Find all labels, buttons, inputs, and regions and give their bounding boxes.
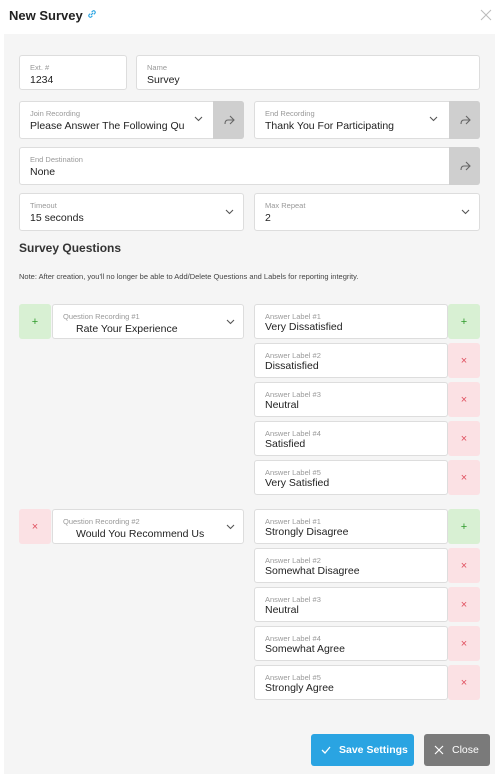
chevron-down-icon bbox=[429, 116, 438, 122]
end-destination-share-button[interactable] bbox=[449, 147, 480, 185]
save-settings-button[interactable]: Save Settings bbox=[311, 734, 414, 766]
q2-answer-1-add-button[interactable]: + bbox=[448, 509, 480, 544]
survey-questions-note: Note: After creation, you'll no longer b… bbox=[19, 272, 359, 281]
chevron-down-icon bbox=[226, 319, 235, 325]
chevron-down-icon bbox=[226, 524, 235, 530]
question-1-value: Rate Your Experience bbox=[76, 323, 178, 335]
q1-answer-4-field[interactable]: Answer Label #4 Satisfied bbox=[254, 421, 448, 456]
answer-label: Answer Label #1 bbox=[265, 517, 321, 526]
q2-answer-3-field[interactable]: Answer Label #3 Neutral bbox=[254, 587, 448, 622]
name-label: Name bbox=[147, 63, 168, 72]
join-recording-share-button[interactable] bbox=[213, 101, 244, 139]
q1-answer-4-remove-button[interactable]: × bbox=[448, 421, 480, 456]
link-icon[interactable] bbox=[86, 8, 98, 20]
answer-label: Answer Label #5 bbox=[265, 673, 321, 682]
answer-value: Satisfied bbox=[265, 438, 306, 450]
q2-answer-3-remove-button[interactable]: × bbox=[448, 587, 480, 622]
answer-value: Somewhat Agree bbox=[265, 643, 345, 655]
max-repeat-select[interactable]: Max Repeat 2 bbox=[254, 193, 480, 231]
modal-header: New Survey bbox=[0, 0, 503, 34]
answer-label: Answer Label #1 bbox=[265, 312, 321, 321]
join-recording-label: Join Recording bbox=[30, 109, 81, 118]
close-icon bbox=[434, 745, 444, 755]
answer-label: Answer Label #4 bbox=[265, 634, 321, 643]
answer-label: Answer Label #3 bbox=[265, 390, 321, 399]
answer-label: Answer Label #5 bbox=[265, 468, 321, 477]
answer-label: Answer Label #2 bbox=[265, 556, 321, 565]
q1-answer-1-field[interactable]: Answer Label #1 Very Dissatisfied bbox=[254, 304, 448, 339]
q1-answer-3-remove-button[interactable]: × bbox=[448, 382, 480, 417]
answer-value: Somewhat Disagree bbox=[265, 565, 360, 577]
join-recording-value: Please Answer The Following Qu bbox=[30, 120, 185, 132]
chevron-down-icon bbox=[461, 209, 470, 215]
close-label: Close bbox=[452, 744, 479, 756]
join-recording-select[interactable]: Join Recording Please Answer The Followi… bbox=[19, 101, 244, 139]
q2-answer-2-remove-button[interactable]: × bbox=[448, 548, 480, 583]
answer-value: Dissatisfied bbox=[265, 360, 319, 372]
q2-answer-1-field[interactable]: Answer Label #1 Strongly Disagree bbox=[254, 509, 448, 544]
end-destination-value: None bbox=[30, 166, 56, 178]
timeout-label: Timeout bbox=[30, 201, 57, 210]
ext-label: Ext. # bbox=[30, 63, 50, 72]
q1-answer-3-field[interactable]: Answer Label #3 Neutral bbox=[254, 382, 448, 417]
share-icon bbox=[224, 115, 235, 125]
q1-answer-2-field[interactable]: Answer Label #2 Dissatisfied bbox=[254, 343, 448, 378]
end-destination-select[interactable]: End Destination None bbox=[19, 147, 480, 185]
question-1-recording-select[interactable]: Question Recording #1 Rate Your Experien… bbox=[52, 304, 244, 339]
modal-title: New Survey bbox=[9, 8, 83, 23]
end-recording-share-button[interactable] bbox=[449, 101, 480, 139]
q2-answer-5-remove-button[interactable]: × bbox=[448, 665, 480, 700]
answer-value: Very Satisfied bbox=[265, 477, 330, 489]
max-repeat-label: Max Repeat bbox=[265, 201, 306, 210]
ext-field[interactable]: Ext. # 1234 bbox=[19, 55, 127, 90]
question-2-label: Question Recording #2 bbox=[63, 517, 140, 526]
timeout-select[interactable]: Timeout 15 seconds bbox=[19, 193, 244, 231]
question-2-recording-select[interactable]: Question Recording #2 Would You Recommen… bbox=[52, 509, 244, 544]
modal-footer bbox=[4, 722, 495, 774]
max-repeat-value: 2 bbox=[265, 212, 271, 224]
answer-label: Answer Label #2 bbox=[265, 351, 321, 360]
share-icon bbox=[460, 115, 471, 125]
timeout-value: 15 seconds bbox=[30, 212, 84, 224]
answer-label: Answer Label #3 bbox=[265, 595, 321, 604]
q1-answer-5-remove-button[interactable]: × bbox=[448, 460, 480, 495]
answer-label: Answer Label #4 bbox=[265, 429, 321, 438]
ext-value: 1234 bbox=[30, 74, 54, 86]
close-button[interactable]: Close bbox=[424, 734, 490, 766]
q2-answer-5-field[interactable]: Answer Label #5 Strongly Agree bbox=[254, 665, 448, 700]
save-settings-label: Save Settings bbox=[339, 744, 408, 756]
question-1-label: Question Recording #1 bbox=[63, 312, 140, 321]
end-recording-label: End Recording bbox=[265, 109, 315, 118]
q1-answer-1-add-button[interactable]: + bbox=[448, 304, 480, 339]
answer-value: Strongly Disagree bbox=[265, 526, 349, 538]
chevron-down-icon bbox=[225, 209, 234, 215]
q2-answer-4-remove-button[interactable]: × bbox=[448, 626, 480, 661]
chevron-down-icon bbox=[194, 116, 203, 122]
survey-questions-heading: Survey Questions bbox=[19, 241, 122, 255]
question-1-add-button[interactable]: + bbox=[19, 304, 51, 339]
modal-close-icon[interactable] bbox=[480, 9, 492, 21]
question-2-remove-button[interactable]: × bbox=[19, 509, 51, 544]
name-field[interactable]: Name Survey bbox=[136, 55, 480, 90]
q1-answer-2-remove-button[interactable]: × bbox=[448, 343, 480, 378]
answer-value: Neutral bbox=[265, 604, 299, 616]
end-recording-value: Thank You For Participating bbox=[265, 120, 394, 132]
name-value: Survey bbox=[147, 74, 180, 86]
answer-value: Neutral bbox=[265, 399, 299, 411]
answer-value: Very Dissatisfied bbox=[265, 321, 343, 333]
q1-answer-5-field[interactable]: Answer Label #5 Very Satisfied bbox=[254, 460, 448, 495]
q2-answer-2-field[interactable]: Answer Label #2 Somewhat Disagree bbox=[254, 548, 448, 583]
end-destination-label: End Destination bbox=[30, 155, 83, 164]
end-recording-select[interactable]: End Recording Thank You For Participatin… bbox=[254, 101, 480, 139]
question-2-value: Would You Recommend Us bbox=[76, 528, 205, 540]
check-icon bbox=[321, 745, 331, 755]
q2-answer-4-field[interactable]: Answer Label #4 Somewhat Agree bbox=[254, 626, 448, 661]
share-icon bbox=[460, 161, 471, 171]
answer-value: Strongly Agree bbox=[265, 682, 334, 694]
